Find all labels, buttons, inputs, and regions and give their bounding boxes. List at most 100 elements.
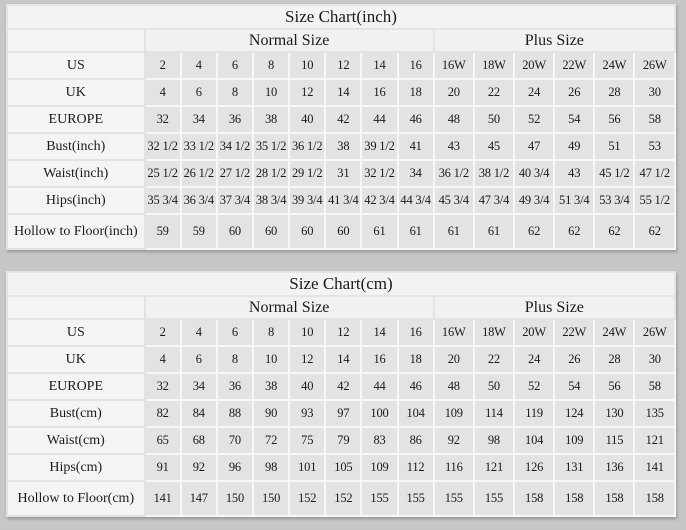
group-header-spacer <box>6 28 146 53</box>
size-cell-normal: 40 <box>288 372 327 401</box>
size-cell-normal: 72 <box>251 426 291 455</box>
row-label: US <box>6 318 146 347</box>
size-cell-plus: 24W <box>593 51 636 80</box>
size-cell-normal: 6 <box>215 318 255 347</box>
size-cell-plus: 51 3/4 <box>553 186 596 215</box>
size-cell-normal: 37 3/4 <box>215 186 254 215</box>
size-cell-plus: 55 1/2 <box>633 186 676 215</box>
table-row: Waist(cm) 65 68 70 72 75 79 83 86 92 98 104 109 115 12… <box>6 426 676 455</box>
size-cell-normal: 36 1/2 <box>288 132 327 161</box>
size-cell-normal: 60 <box>215 213 254 250</box>
size-cell-normal: 35 3/4 <box>143 186 182 215</box>
size-cell-normal: 35 1/2 <box>251 132 291 161</box>
size-cell-plus: 16W <box>432 51 475 80</box>
size-cell-plus: 45 1/2 <box>593 159 636 188</box>
row-label: EUROPE <box>6 105 146 134</box>
size-cell-plus: 48 <box>432 372 475 401</box>
size-cell-plus: 47 <box>512 132 556 161</box>
size-cell-normal: 12 <box>288 78 327 107</box>
size-cell-plus: 109 <box>432 399 475 428</box>
size-cell-plus: 53 <box>633 132 676 161</box>
size-cell-plus: 104 <box>513 426 556 455</box>
size-cell-normal: 27 1/2 <box>215 159 254 188</box>
size-cell-normal: 25 1/2 <box>143 159 182 188</box>
size-cell-plus: 50 <box>472 372 516 401</box>
size-cell-normal: 70 <box>215 426 255 455</box>
size-cell-normal: 12 <box>324 318 363 347</box>
row-label: EUROPE <box>6 372 146 401</box>
size-cell-normal: 14 <box>324 345 363 374</box>
size-cell-plus: 61 <box>432 213 475 250</box>
size-cell-plus: 115 <box>593 426 636 455</box>
group-header-plus: Plus Size <box>432 28 677 53</box>
size-charts-page: Size Chart(inch) Normal Size Plus Size US 2 4… <box>6 4 677 517</box>
size-cell-normal: 8 <box>215 345 255 374</box>
size-cell-normal: 65 <box>143 426 182 455</box>
table-row: Hips(cm) 91 92 96 98 101 105 109 112 116 121 126 131… <box>6 453 676 482</box>
size-cell-normal: 10 <box>251 345 291 374</box>
size-cell-normal: 4 <box>143 78 182 107</box>
size-cell-plus: 43 <box>553 159 596 188</box>
chart-title: Size Chart(inch) <box>6 4 676 30</box>
size-cell-normal: 82 <box>143 399 182 428</box>
size-cell-plus: 54 <box>553 372 596 401</box>
size-cell-normal: 14 <box>360 51 399 80</box>
size-cell-normal: 150 <box>251 480 291 517</box>
size-cell-plus: 26W <box>633 51 676 80</box>
size-cell-normal: 41 <box>396 132 435 161</box>
group-header-row: Normal Size Plus Size <box>6 28 677 53</box>
size-cell-plus: 24 <box>512 78 556 107</box>
size-cell-plus: 45 3/4 <box>432 186 475 215</box>
size-cell-plus: 155 <box>432 480 475 517</box>
size-cell-normal: 86 <box>396 426 435 455</box>
chart-title-row: Size Chart(inch) <box>6 4 676 30</box>
size-cell-plus: 26 <box>553 345 596 374</box>
size-cell-plus: 30 <box>633 345 676 374</box>
size-cell-plus: 16W <box>432 318 475 347</box>
size-cell-plus: 54 <box>553 105 596 134</box>
size-cell-plus: 36 1/2 <box>432 159 475 188</box>
size-cell-plus: 158 <box>553 480 596 517</box>
size-cell-plus: 158 <box>593 480 636 517</box>
size-cell-normal: 90 <box>251 399 291 428</box>
table-row: Bust(inch) 32 1/2 33 1/2 34 1/2 35 1/2 36 1/2… <box>6 132 676 161</box>
size-cell-normal: 91 <box>143 453 182 482</box>
size-cell-normal: 38 <box>324 132 363 161</box>
size-cell-plus: 18W <box>472 51 516 80</box>
size-cell-plus: 40 3/4 <box>512 159 556 188</box>
table-row: Hips(inch) 35 3/4 36 3/4 37 3/4 38 3/4 39 3/4… <box>6 186 676 215</box>
table-row: US 2 4 6 8 10 12 14 16 16W 18W 20W 22W 24W 26W <box>6 51 676 80</box>
size-cell-plus: 155 <box>472 480 516 517</box>
size-cell-normal: 16 <box>360 78 399 107</box>
size-cell-plus: 50 <box>472 105 516 134</box>
size-cell-plus: 114 <box>472 399 516 428</box>
group-header-normal: Normal Size <box>143 295 435 320</box>
size-cell-normal: 112 <box>396 453 435 482</box>
size-cell-normal: 10 <box>288 318 327 347</box>
size-cell-normal: 96 <box>215 453 255 482</box>
size-cell-plus: 20 <box>432 78 475 107</box>
size-cell-plus: 62 <box>512 213 556 250</box>
size-cell-normal: 42 <box>324 105 363 134</box>
size-cell-normal: 105 <box>324 453 363 482</box>
size-cell-normal: 33 1/2 <box>179 132 218 161</box>
size-cell-normal: 10 <box>288 51 327 80</box>
size-cell-plus: 26 <box>553 78 596 107</box>
size-cell-normal: 16 <box>396 318 435 347</box>
table-row: UK 4 6 8 10 12 14 16 18 20 22 24 26 28 30 <box>6 345 676 374</box>
table-row: Hollow to Floor(cm) 141 147 150 150 152 152 155… <box>6 480 676 517</box>
size-cell-plus: 52 <box>512 105 556 134</box>
size-cell-plus: 38 1/2 <box>472 159 516 188</box>
size-cell-plus: 124 <box>553 399 596 428</box>
row-label: US <box>6 51 146 80</box>
size-cell-plus: 130 <box>593 399 636 428</box>
size-cell-normal: 32 1/2 <box>143 132 182 161</box>
size-cell-normal: 16 <box>360 345 399 374</box>
table-row: UK 4 6 8 10 12 14 16 18 20 22 24 26 28 30 <box>6 78 676 107</box>
size-cell-plus: 58 <box>633 372 676 401</box>
size-cell-plus: 98 <box>472 426 516 455</box>
size-cell-normal: 2 <box>143 51 182 80</box>
size-cell-normal: 141 <box>143 480 182 517</box>
size-cell-plus: 26W <box>633 318 676 347</box>
size-cell-plus: 18W <box>472 318 516 347</box>
